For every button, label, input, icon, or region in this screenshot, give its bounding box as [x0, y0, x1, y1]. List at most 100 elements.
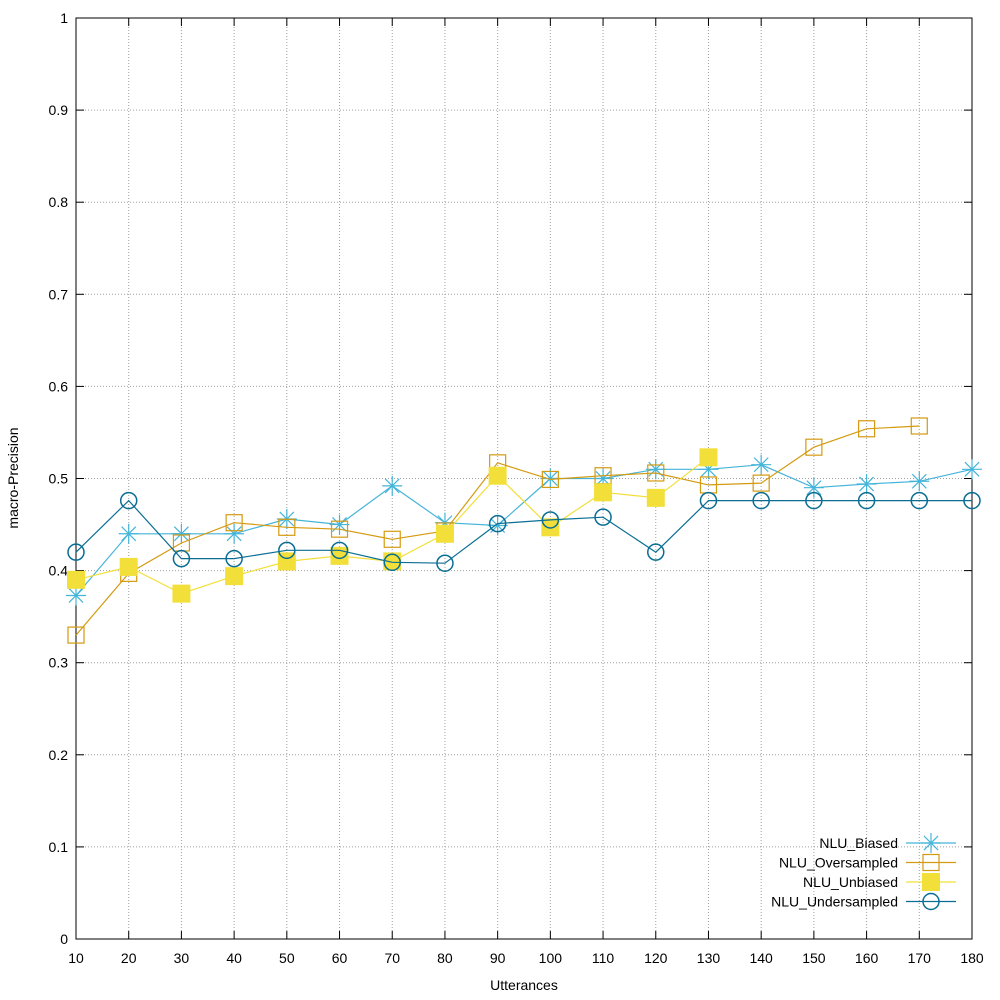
x-tick-label: 50 [279, 950, 295, 966]
series-line [75, 499, 972, 564]
data-point [647, 464, 665, 482]
y-tick-label: 0.1 [49, 839, 69, 855]
data-point [910, 491, 929, 510]
data-point [699, 491, 718, 510]
data-point [67, 570, 85, 589]
y-tick-label: 0 [60, 931, 68, 947]
data-point [119, 491, 138, 510]
x-tick-label: 110 [592, 950, 615, 966]
x-tick-label: 30 [174, 950, 190, 966]
series-nlu-unbiased [67, 448, 718, 603]
data-point [541, 470, 559, 489]
series [66, 417, 982, 644]
data-point [922, 853, 940, 872]
legend-label: NLU_Biased [819, 835, 898, 851]
x-tick-label: 80 [437, 950, 453, 966]
grid [76, 18, 972, 939]
y-tick-label: 0.7 [49, 286, 69, 302]
x-tick-label: 150 [802, 950, 826, 966]
data-point [488, 514, 507, 533]
data-point [278, 541, 296, 560]
y-tick-label: 0.2 [49, 747, 69, 763]
data-point [225, 514, 243, 532]
data-point [119, 557, 138, 576]
data-point [435, 524, 454, 543]
data-point [962, 459, 982, 480]
data-point [329, 514, 350, 535]
data-point [172, 584, 191, 603]
data-point [910, 417, 928, 435]
data-point [909, 471, 930, 492]
data-point [752, 474, 770, 492]
data-point [921, 833, 941, 853]
x-tick-label: 170 [908, 950, 932, 966]
data-point [436, 554, 454, 572]
data-point [225, 567, 244, 586]
data-point [857, 420, 876, 438]
x-tick-label: 20 [121, 950, 137, 966]
data-point [856, 474, 877, 495]
y-tick-label: 1 [60, 10, 68, 26]
y-tick-label: 0.6 [49, 378, 69, 394]
data-point [922, 892, 940, 911]
y-axis-label: macro-Precision [5, 427, 21, 528]
data-point [805, 491, 823, 510]
legend-item: NLU_Oversampled [779, 853, 956, 872]
y-tick-label: 0.5 [49, 471, 69, 487]
legend-item: NLU_Biased [819, 833, 956, 853]
data-point [67, 626, 85, 644]
data-point [594, 508, 612, 526]
x-tick-label: 160 [855, 950, 879, 966]
data-point [805, 438, 823, 456]
legend-label: NLU_Undersampled [771, 894, 898, 910]
legend-label: NLU_Oversampled [779, 855, 898, 871]
y-tick-label: 0.4 [49, 563, 69, 579]
data-point [857, 491, 876, 510]
data-point [963, 491, 981, 510]
data-point [118, 523, 139, 544]
x-tick-label: 180 [960, 950, 984, 966]
data-point [171, 523, 192, 544]
data-point [225, 549, 243, 568]
legend: NLU_Biased NLU_Oversampled NLU_Unbiased NLU… [771, 833, 956, 911]
x-tick-label: 120 [644, 950, 668, 966]
x-axis-label: Utterances [490, 977, 558, 993]
data-point [646, 488, 665, 507]
data-point [330, 541, 349, 560]
x-tick-label: 90 [490, 950, 506, 966]
data-point [751, 454, 772, 475]
data-point [67, 543, 85, 561]
x-tick-label: 40 [226, 950, 242, 966]
x-tick-label: 100 [539, 950, 563, 966]
data-point [330, 520, 349, 538]
series-line [75, 464, 973, 596]
data-point [383, 553, 401, 572]
y-tick-label: 0.8 [49, 194, 69, 210]
data-point [488, 466, 507, 485]
legend-item: NLU_Unbiased [803, 873, 956, 891]
x-tick-label: 60 [332, 950, 348, 966]
data-point [278, 518, 296, 536]
data-point [382, 475, 403, 496]
data-point [699, 448, 718, 467]
data-point [594, 483, 613, 502]
data-point [803, 477, 824, 498]
data-point [541, 511, 560, 529]
legend-item: NLU_Undersampled [771, 892, 956, 911]
data-point [172, 549, 191, 568]
data-point [224, 523, 245, 544]
legend-label: NLU_Unbiased [803, 874, 898, 890]
y-tick-label: 0.9 [49, 102, 69, 118]
series-nlu-undersampled [67, 491, 981, 572]
data-point [645, 459, 666, 480]
x-tick-label: 10 [68, 950, 84, 966]
data-point [647, 543, 665, 561]
data-point [383, 552, 402, 571]
data-point [383, 530, 401, 548]
data-point [922, 873, 940, 891]
y-tick-label: 0.3 [49, 655, 69, 671]
series-nlu-biased [66, 454, 982, 606]
x-tick-label: 140 [749, 950, 773, 966]
